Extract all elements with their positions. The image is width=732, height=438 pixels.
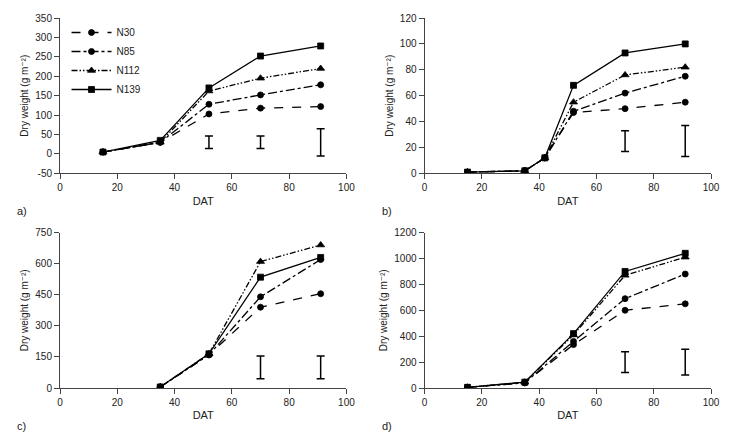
svg-text:N112: N112	[117, 65, 141, 76]
svg-text:80: 80	[284, 182, 296, 193]
svg-text:250: 250	[35, 51, 52, 62]
svg-text:20: 20	[112, 397, 124, 408]
svg-text:800: 800	[400, 279, 417, 290]
svg-text:450: 450	[35, 289, 52, 300]
svg-text:20: 20	[476, 182, 488, 193]
svg-text:100: 100	[338, 397, 355, 408]
svg-text:60: 60	[591, 397, 603, 408]
svg-text:350: 350	[35, 13, 52, 24]
svg-text:80: 80	[648, 397, 660, 408]
svg-text:20: 20	[112, 182, 124, 193]
svg-text:600: 600	[400, 305, 417, 316]
svg-text:100: 100	[35, 110, 52, 121]
svg-text:DAT: DAT	[557, 409, 578, 421]
svg-text:40: 40	[534, 182, 546, 193]
svg-text:20: 20	[476, 397, 488, 408]
svg-text:1000: 1000	[394, 253, 417, 264]
svg-text:150: 150	[35, 351, 52, 362]
svg-text:N30: N30	[117, 27, 136, 38]
svg-text:DAT: DAT	[193, 409, 214, 421]
svg-text:0: 0	[57, 182, 63, 193]
svg-text:1200: 1200	[394, 227, 417, 238]
svg-text:0: 0	[411, 383, 417, 394]
svg-text:N85: N85	[117, 46, 136, 57]
svg-text:20: 20	[405, 142, 417, 153]
svg-text:50: 50	[41, 129, 53, 140]
svg-text:100: 100	[703, 182, 720, 193]
svg-text:80: 80	[284, 397, 296, 408]
svg-text:400: 400	[400, 331, 417, 342]
svg-text:80: 80	[405, 64, 417, 75]
svg-text:200: 200	[400, 357, 417, 368]
svg-text:0: 0	[411, 168, 417, 179]
svg-text:Dry weight (g m⁻²): Dry weight (g m⁻²)	[384, 55, 395, 137]
svg-text:100: 100	[703, 397, 720, 408]
svg-text:100: 100	[338, 182, 355, 193]
svg-text:0: 0	[46, 383, 52, 394]
svg-text:60: 60	[591, 182, 603, 193]
svg-text:300: 300	[35, 32, 52, 43]
svg-text:200: 200	[35, 71, 52, 82]
svg-text:60: 60	[226, 182, 238, 193]
svg-text:40: 40	[169, 397, 181, 408]
svg-text:c): c)	[17, 420, 26, 432]
svg-text:0: 0	[422, 397, 428, 408]
svg-text:600: 600	[35, 258, 52, 269]
svg-text:b): b)	[382, 205, 392, 217]
svg-text:0: 0	[422, 182, 428, 193]
svg-text:DAT: DAT	[557, 195, 578, 207]
svg-text:Dry weight (g m⁻²): Dry weight (g m⁻²)	[378, 269, 389, 351]
svg-text:750: 750	[35, 227, 52, 238]
svg-text:100: 100	[400, 38, 417, 49]
svg-text:Dry weight (g m⁻²): Dry weight (g m⁻²)	[19, 55, 30, 137]
svg-text:40: 40	[169, 182, 181, 193]
svg-text:Dry weight (g m⁻²): Dry weight (g m⁻²)	[19, 269, 30, 351]
svg-text:60: 60	[226, 397, 238, 408]
svg-text:120: 120	[400, 13, 417, 24]
svg-text:-50: -50	[38, 168, 53, 179]
svg-text:0: 0	[57, 397, 63, 408]
svg-text:40: 40	[405, 116, 417, 127]
svg-text:d): d)	[382, 420, 392, 432]
svg-text:60: 60	[405, 90, 417, 101]
svg-text:DAT: DAT	[193, 195, 214, 207]
svg-text:40: 40	[534, 397, 546, 408]
svg-text:80: 80	[648, 182, 660, 193]
svg-text:a): a)	[17, 205, 27, 217]
svg-text:150: 150	[35, 90, 52, 101]
svg-text:0: 0	[46, 148, 52, 159]
svg-text:N139: N139	[117, 84, 141, 95]
svg-text:300: 300	[35, 320, 52, 331]
